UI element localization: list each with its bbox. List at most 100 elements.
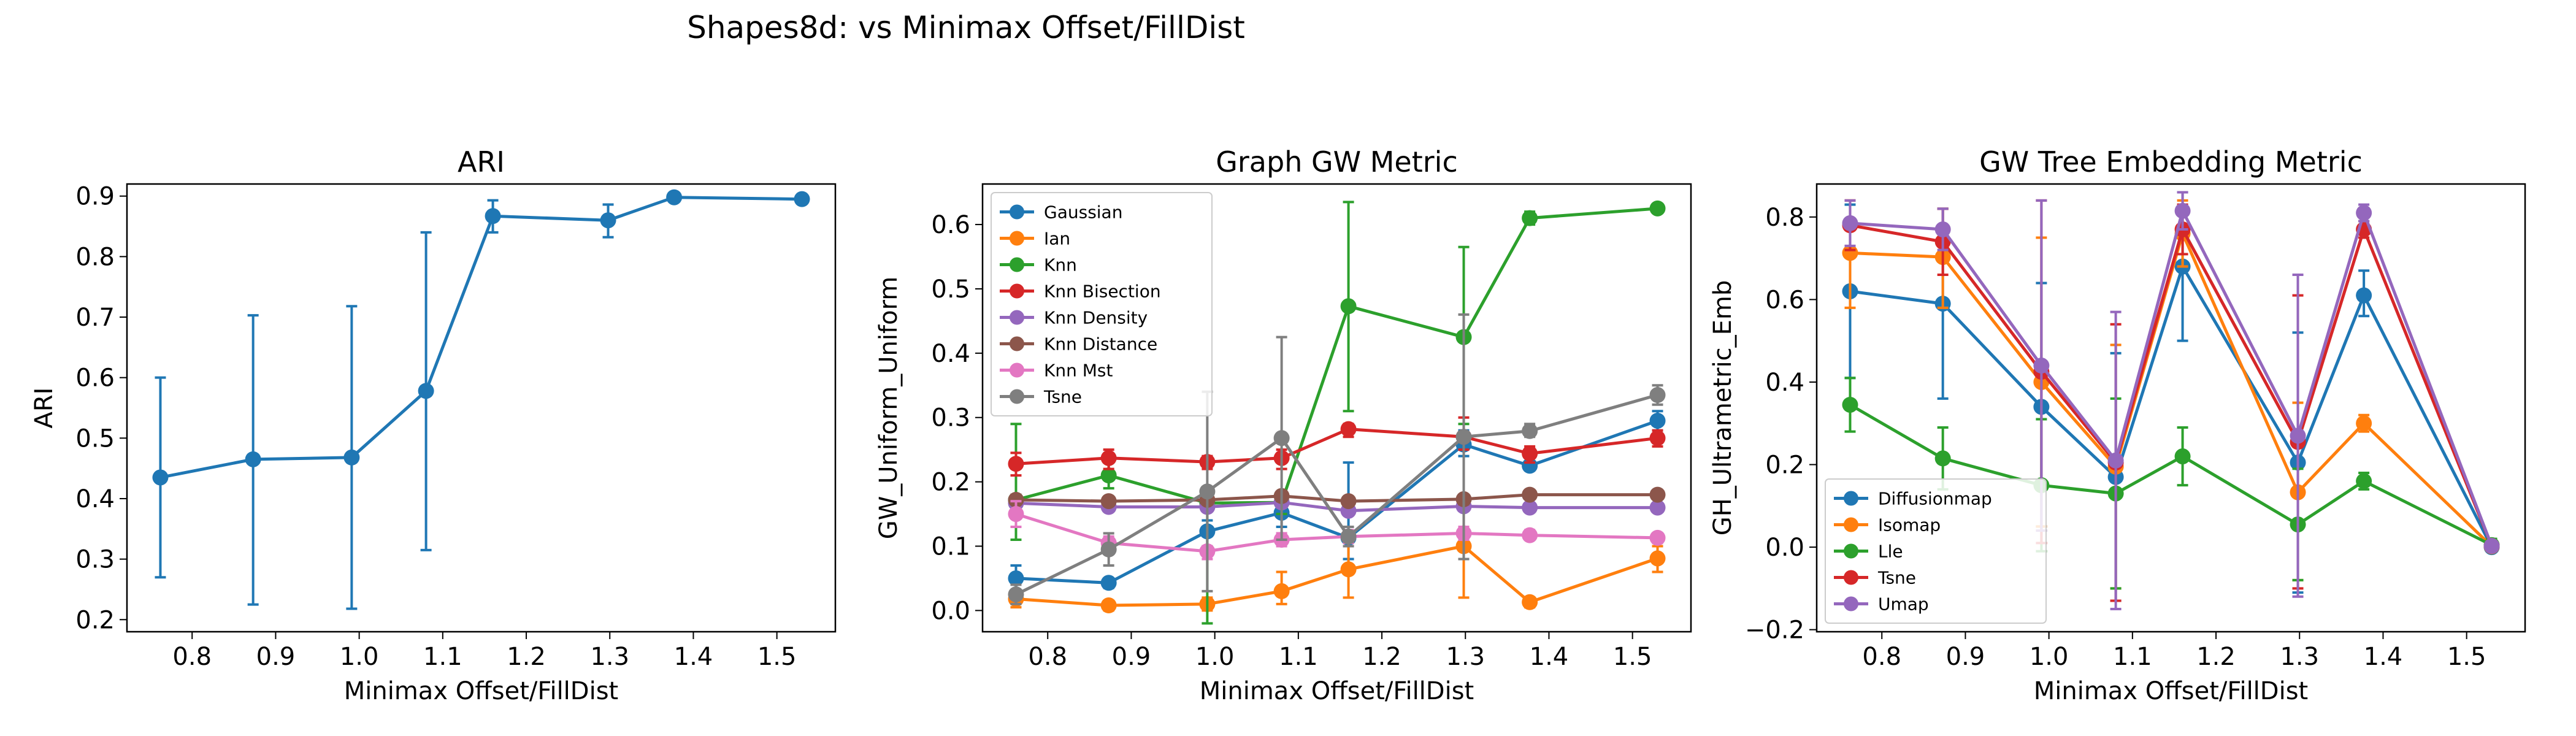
legend-entry: Isomap: [1878, 515, 1941, 535]
data-point: [1008, 491, 1024, 508]
y-tick-label: 0.0: [931, 597, 970, 625]
x-tick-label: 1.0: [2030, 643, 2069, 671]
y-tick-label: 0.7: [75, 304, 115, 332]
y-tick-label: 0.9: [75, 183, 115, 211]
series-line: [1015, 393, 1658, 596]
x-axis-label: Minimax Offset/FillDist: [2034, 677, 2308, 705]
data-point: [1340, 421, 1357, 437]
series-line: [1016, 427, 1658, 466]
y-tick-label: 0.2: [1765, 451, 1804, 480]
legend-entry: Knn Bisection: [1044, 282, 1161, 302]
data-point: [152, 469, 169, 486]
y-tick-label: 0.4: [931, 340, 970, 368]
x-tick-label: 1.5: [757, 643, 797, 671]
data-point: [485, 208, 501, 224]
data-point: [1522, 445, 1538, 462]
legend-swatch-marker: [1010, 310, 1024, 325]
legend: Gaussian Ian Knn Knn Bisection Knn Density Kn…: [991, 192, 1213, 416]
series-0: [152, 189, 810, 610]
legend-entry: Lle: [1878, 542, 1903, 562]
x-tick-label: 1.0: [340, 643, 379, 671]
axes-frame: [1815, 183, 2526, 633]
chart-title: GW Tree Embedding Metric: [1979, 145, 2363, 178]
x-tick-label: 0.9: [1112, 643, 1151, 671]
legend-swatch-marker: [1010, 362, 1024, 378]
series-line: [1015, 207, 1658, 505]
legend-entry: Tsne: [1043, 387, 1082, 407]
y-tick-label: 0.8: [75, 243, 115, 271]
legend-swatch-marker: [1010, 389, 1024, 404]
data-point: [1199, 483, 1216, 500]
x-tick-label: 1.0: [1195, 643, 1235, 671]
series-line: [1016, 493, 1658, 503]
data-point: [1340, 561, 1357, 578]
data-point: [666, 189, 683, 205]
x-tick-label: 1.3: [1446, 643, 1485, 671]
data-point: [1340, 528, 1357, 545]
y-tick-label: −0.2: [1745, 616, 1804, 645]
y-tick-label: 0.8: [1765, 204, 1804, 232]
axes-frame: [981, 183, 1692, 633]
y-tick-label: 0.4: [1765, 369, 1804, 397]
data-point: [2107, 452, 2124, 469]
series-tsne: [1008, 313, 1666, 605]
x-tick-label: 1.1: [1279, 643, 1318, 671]
y-tick-label: 0.6: [1765, 286, 1804, 314]
data-point: [418, 383, 434, 399]
data-point: [2033, 358, 2050, 374]
y-axis-label: ARI: [30, 388, 58, 429]
y-axis-label: GW_Uniform_Uniform: [875, 277, 903, 540]
series-line: [160, 196, 802, 479]
series-line: [1850, 223, 2493, 547]
series-line: [1016, 500, 1658, 513]
data-point: [343, 449, 360, 466]
data-point: [2174, 448, 2191, 465]
data-point: [794, 191, 810, 207]
x-tick-label: 0.9: [256, 643, 296, 671]
data-point: [1008, 456, 1024, 472]
y-tick-label: 0.0: [1765, 534, 1804, 562]
data-point: [1100, 467, 1117, 484]
legend-swatch-marker: [1844, 491, 1858, 506]
data-point: [1934, 221, 1951, 238]
data-point: [1522, 486, 1538, 503]
data-point: [1273, 430, 1290, 447]
legend-box: [1825, 478, 2047, 624]
y-tick-label: 0.5: [931, 275, 970, 304]
data-point: [2356, 473, 2372, 489]
x-tick-label: 0.8: [1028, 643, 1067, 671]
x-tick-label: 1.4: [1530, 643, 1569, 671]
data-point: [1100, 493, 1117, 510]
data-point: [1649, 486, 1666, 503]
chart-ari: ARI 0.8 0.9 1.0 1.1 1.2 1.3 1.4 1.5 0.2 0.3 0.4 0.5 0…: [30, 145, 837, 705]
data-point: [1522, 210, 1538, 226]
data-point: [1934, 450, 1951, 467]
series-line: [1016, 419, 1658, 585]
plot-area: [1008, 200, 1666, 625]
legend-entry: Gaussian: [1044, 202, 1122, 223]
series-line: [1849, 403, 2493, 546]
y-tick-label: 0.3: [931, 404, 970, 432]
data-point: [2356, 205, 2372, 221]
data-point: [1842, 396, 1858, 413]
data-point: [1100, 450, 1117, 466]
x-tick-label: 1.5: [1613, 643, 1652, 671]
legend-box: [991, 192, 1213, 416]
legend: Diffusionmap Isomap Lle Tsne Umap: [1825, 478, 2047, 624]
data-point: [1273, 583, 1290, 599]
chart-title: ARI: [458, 145, 505, 178]
data-point: [2483, 538, 2500, 554]
data-point: [1008, 506, 1024, 523]
x-tick-label: 1.2: [2196, 643, 2236, 671]
series-line: [1016, 544, 1658, 607]
legend-swatch-marker: [1010, 336, 1024, 351]
data-point: [245, 451, 261, 467]
y-tick-label: 0.6: [75, 364, 115, 393]
y-tick-label: 0.2: [75, 606, 115, 634]
legend-entry: Knn Mst: [1044, 361, 1113, 381]
x-tick-label: 1.2: [507, 643, 546, 671]
data-point: [1100, 541, 1117, 558]
plot-area: [1842, 191, 2500, 610]
data-point: [1522, 527, 1538, 543]
